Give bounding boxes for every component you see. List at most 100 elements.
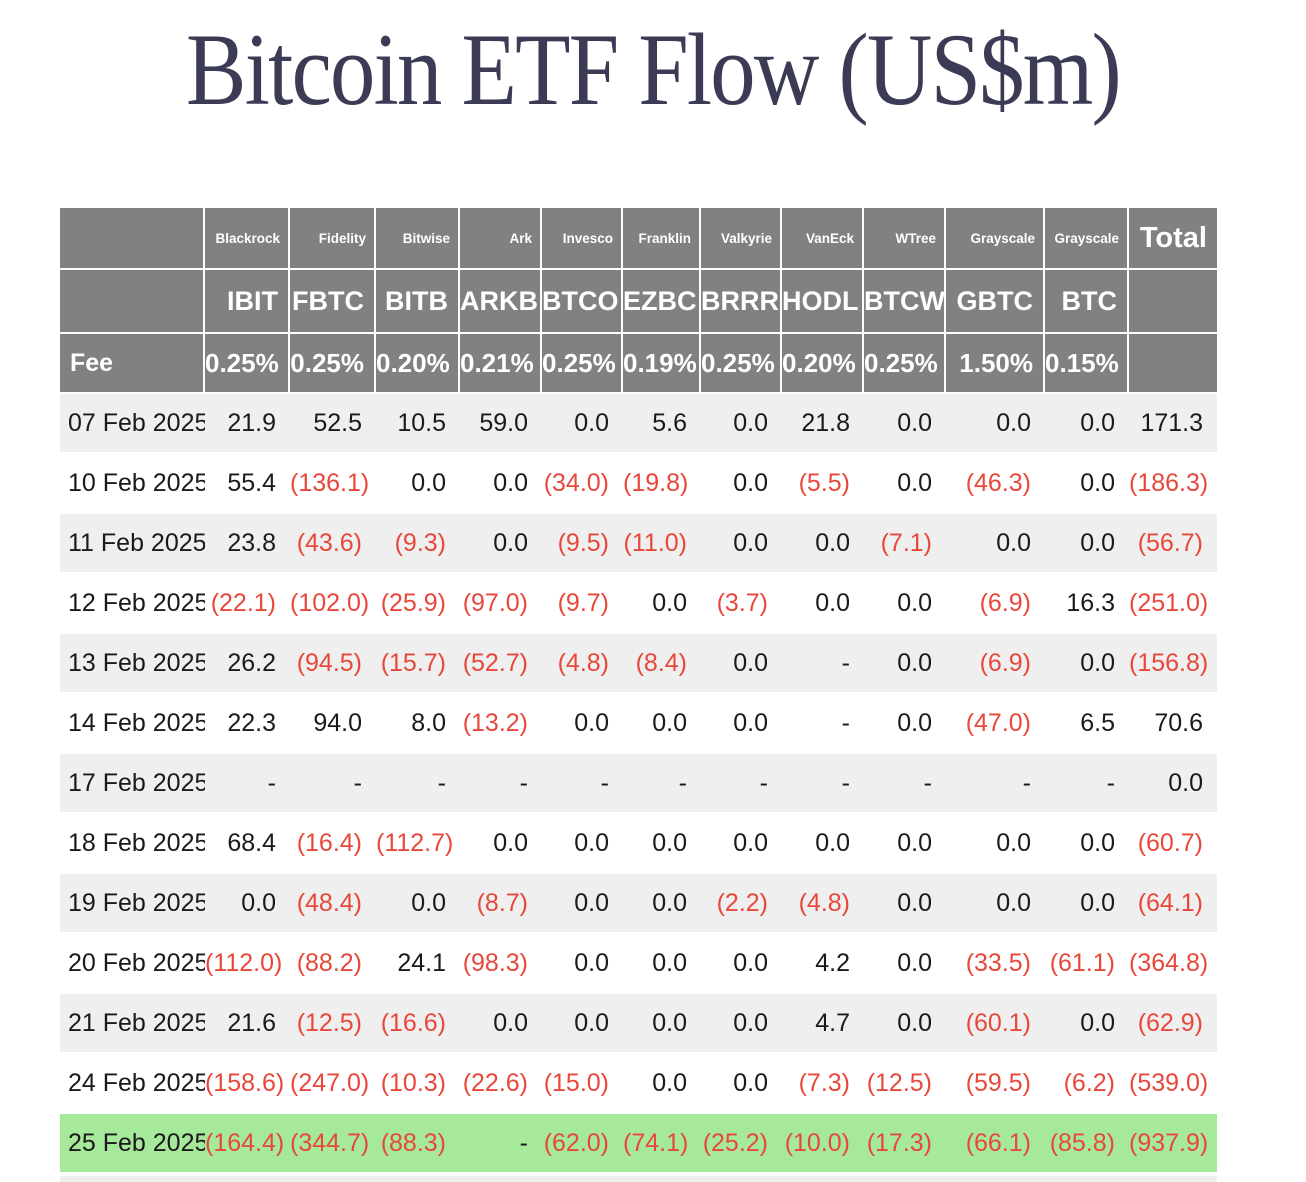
value-cell: (16.6) bbox=[376, 994, 460, 1054]
issuer-header: Invesco bbox=[542, 208, 623, 270]
value-cell: - bbox=[864, 754, 946, 814]
table-row: 20 Feb 2025 (112.0) (88.2) 24.1 (98.3) 0.0 0.0… bbox=[60, 934, 1217, 994]
value-cell: (158.6) bbox=[205, 1054, 290, 1114]
value-cell: (15.7) bbox=[376, 634, 460, 694]
value-cell: (13.2) bbox=[460, 694, 542, 754]
value-cell: 0.0 bbox=[623, 814, 701, 874]
date-cell: 25 Feb 2025 bbox=[60, 1114, 205, 1174]
ticker-header: GBTC bbox=[946, 270, 1045, 334]
issuer-header: Valkyrie bbox=[701, 208, 782, 270]
fee-header-row: Fee 0.25% 0.25% 0.20% 0.21% 0.25% 0.19% 0.25% 0.… bbox=[60, 334, 1217, 394]
value-cell: (94.5) bbox=[290, 634, 376, 694]
value-cell: 4.7 bbox=[782, 994, 864, 1054]
table-row: 25 Feb 2025 (164.4) (344.7) (88.3) - (62.0) (7… bbox=[60, 1114, 1217, 1174]
issuer-header: Ark bbox=[460, 208, 542, 270]
next-row-partial bbox=[60, 1176, 1217, 1182]
value-cell: - bbox=[946, 754, 1045, 814]
value-cell: 0.0 bbox=[623, 574, 701, 634]
date-cell: 19 Feb 2025 bbox=[60, 874, 205, 934]
value-cell: (59.5) bbox=[946, 1054, 1045, 1114]
value-cell: 0.0 bbox=[701, 934, 782, 994]
value-cell: (43.6) bbox=[290, 514, 376, 574]
value-cell: (46.3) bbox=[946, 454, 1045, 514]
value-cell: 0.0 bbox=[1045, 634, 1129, 694]
value-cell: 0.0 bbox=[701, 514, 782, 574]
value-cell: (52.7) bbox=[460, 634, 542, 694]
value-cell: (25.2) bbox=[701, 1114, 782, 1174]
value-cell: (15.0) bbox=[542, 1054, 623, 1114]
value-cell: 6.5 bbox=[1045, 694, 1129, 754]
value-cell: 0.0 bbox=[542, 874, 623, 934]
value-cell: (5.5) bbox=[782, 454, 864, 514]
value-cell: 0.0 bbox=[623, 874, 701, 934]
value-cell: (74.1) bbox=[623, 1114, 701, 1174]
value-cell: (12.5) bbox=[864, 1054, 946, 1114]
value-cell: - bbox=[701, 754, 782, 814]
table-row: 19 Feb 2025 0.0 (48.4) 0.0 (8.7) 0.0 0.0 (2.2)(… bbox=[60, 874, 1217, 934]
issuer-header-row: Blackrock Fidelity Bitwise Ark Invesco Frankl… bbox=[60, 208, 1217, 270]
value-cell: - bbox=[460, 754, 542, 814]
value-cell: - bbox=[205, 754, 290, 814]
value-cell: (9.7) bbox=[542, 574, 623, 634]
value-cell: 21.6 bbox=[205, 994, 290, 1054]
fee-cell: 0.15% bbox=[1045, 334, 1129, 394]
value-cell: (136.1) bbox=[290, 454, 376, 514]
value-cell: (6.9) bbox=[946, 634, 1045, 694]
date-cell: 18 Feb 2025 bbox=[60, 814, 205, 874]
value-cell: 0.0 bbox=[701, 694, 782, 754]
table-header: Blackrock Fidelity Bitwise Ark Invesco Frankl… bbox=[60, 208, 1217, 394]
value-cell: 0.0 bbox=[782, 514, 864, 574]
value-cell: (16.4) bbox=[290, 814, 376, 874]
issuer-header: Bitwise bbox=[376, 208, 460, 270]
value-cell: 0.0 bbox=[864, 394, 946, 454]
value-cell: (61.1) bbox=[1045, 934, 1129, 994]
table-row: 18 Feb 2025 68.4 (16.4) (112.7) 0.0 0.0 0.0 0.0… bbox=[60, 814, 1217, 874]
total-cell: (364.8) bbox=[1129, 934, 1217, 994]
value-cell: 0.0 bbox=[864, 634, 946, 694]
value-cell: (3.7) bbox=[701, 574, 782, 634]
fee-cell: 0.20% bbox=[782, 334, 864, 394]
table-row: 14 Feb 2025 22.3 94.0 8.0 (13.2) 0.0 0.0 0.0-0.… bbox=[60, 694, 1217, 754]
value-cell: - bbox=[290, 754, 376, 814]
value-cell: (247.0) bbox=[290, 1054, 376, 1114]
value-cell: (98.3) bbox=[460, 934, 542, 994]
issuer-header: Grayscale bbox=[946, 208, 1045, 270]
value-cell: 52.5 bbox=[290, 394, 376, 454]
fee-cell: 0.25% bbox=[290, 334, 376, 394]
issuer-header: WTree bbox=[864, 208, 946, 270]
ticker-header: BITB bbox=[376, 270, 460, 334]
value-cell: 10.5 bbox=[376, 394, 460, 454]
table-row: 10 Feb 2025 55.4 (136.1) 0.0 0.0 (34.0) (19.8)… bbox=[60, 454, 1217, 514]
value-cell: (12.5) bbox=[290, 994, 376, 1054]
value-cell: 0.0 bbox=[460, 814, 542, 874]
value-cell: (7.1) bbox=[864, 514, 946, 574]
value-cell: 0.0 bbox=[623, 934, 701, 994]
value-cell: 24.1 bbox=[376, 934, 460, 994]
value-cell: 0.0 bbox=[460, 994, 542, 1054]
issuer-header: Fidelity bbox=[290, 208, 376, 270]
value-cell: 0.0 bbox=[542, 814, 623, 874]
value-cell: 0.0 bbox=[946, 814, 1045, 874]
value-cell: 59.0 bbox=[460, 394, 542, 454]
issuer-header: Franklin bbox=[623, 208, 701, 270]
value-cell: 0.0 bbox=[376, 454, 460, 514]
value-cell: 0.0 bbox=[1045, 394, 1129, 454]
value-cell: - bbox=[542, 754, 623, 814]
fee-cell: 0.25% bbox=[701, 334, 782, 394]
table-body: 07 Feb 2025 21.9 52.5 10.5 59.0 0.0 5.6 0.0 21.8… bbox=[60, 394, 1217, 1174]
value-cell: 55.4 bbox=[205, 454, 290, 514]
date-cell: 17 Feb 2025 bbox=[60, 754, 205, 814]
value-cell: 0.0 bbox=[542, 394, 623, 454]
value-cell: 0.0 bbox=[701, 454, 782, 514]
value-cell: (48.4) bbox=[290, 874, 376, 934]
etf-flow-table-wrap: Blackrock Fidelity Bitwise Ark Invesco Frankl… bbox=[60, 208, 1217, 1174]
value-cell: (344.7) bbox=[290, 1114, 376, 1174]
table-row: 17 Feb 2025- - - - - - - - - - -0.0 bbox=[60, 754, 1217, 814]
ticker-header: BTC bbox=[1045, 270, 1129, 334]
value-cell: 26.2 bbox=[205, 634, 290, 694]
total-cell: (56.7) bbox=[1129, 514, 1217, 574]
value-cell: 0.0 bbox=[542, 934, 623, 994]
value-cell: (10.0) bbox=[782, 1114, 864, 1174]
ticker-header: HODL bbox=[782, 270, 864, 334]
